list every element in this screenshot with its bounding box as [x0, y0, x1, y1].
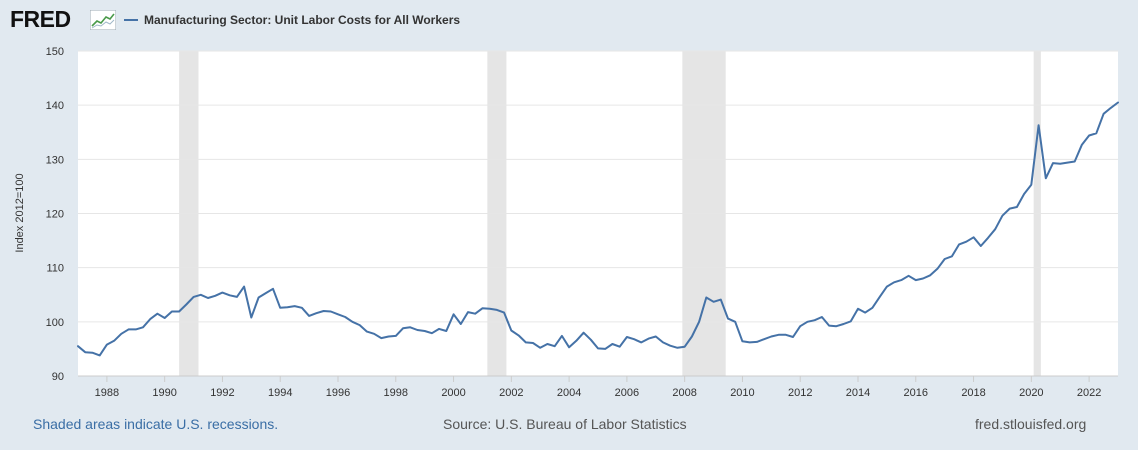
y-tick-label: 120	[46, 209, 64, 221]
x-tick-labels: 1988 1990 1992 1994 1996 1998 2000 2002 2004 2006…	[95, 376, 1101, 399]
series-group	[77, 101, 1119, 357]
legend-label: Manufacturing Sector: Unit Labor Costs f…	[144, 13, 461, 27]
gridlines	[78, 50, 1118, 377]
x-tick-label: 2012	[788, 387, 812, 399]
y-tick-label: 110	[46, 263, 64, 275]
x-tick-label: 2002	[499, 387, 523, 399]
x-tick-label: 2016	[904, 387, 928, 399]
x-tick-label: 1996	[326, 387, 350, 399]
x-tick-label: 2000	[441, 387, 465, 399]
x-tick-label: 2020	[1019, 387, 1043, 399]
series-line[interactable]	[77, 101, 1119, 357]
recession-note[interactable]: Shaded areas indicate U.S. recessions.	[33, 416, 279, 432]
y-tick-labels: 90 100 110 120 130 140 150	[46, 46, 64, 383]
y-tick-label: 150	[46, 46, 64, 58]
x-tick-label: 2018	[961, 387, 985, 399]
x-tick-label: 1992	[210, 387, 234, 399]
y-tick-label: 90	[52, 371, 64, 383]
x-tick-label: 2010	[730, 387, 754, 399]
x-tick-label: 2004	[557, 387, 581, 399]
x-tick-label: 1990	[152, 387, 176, 399]
y-tick-label: 100	[46, 317, 64, 329]
x-tick-label: 1988	[95, 387, 119, 399]
x-tick-label: 1994	[268, 387, 292, 399]
y-axis-label: Index 2012=100	[14, 173, 26, 252]
x-tick-label: 1998	[384, 387, 408, 399]
trend-line-icon	[90, 10, 116, 30]
site-url[interactable]: fred.stlouisfed.org	[975, 416, 1087, 432]
y-tick-label: 140	[46, 100, 64, 112]
fred-logo[interactable]: FRED	[10, 6, 71, 32]
x-tick-label: 2006	[615, 387, 639, 399]
source-note: Source: U.S. Bureau of Labor Statistics	[443, 416, 687, 432]
y-tick-label: 130	[46, 154, 64, 166]
x-tick-label: 2014	[846, 387, 870, 399]
legend-swatch	[124, 19, 138, 21]
chart-legend[interactable]: Manufacturing Sector: Unit Labor Costs f…	[124, 12, 460, 28]
x-tick-label: 2022	[1077, 387, 1101, 399]
x-tick-label: 2008	[672, 387, 696, 399]
line-chart[interactable]: 90 100 110 120 130 140 150 1988 1990 1992 1994 199…	[0, 0, 1138, 410]
chart-header: FRED Manufacturing Sector: Unit Labor Co…	[0, 0, 1138, 40]
